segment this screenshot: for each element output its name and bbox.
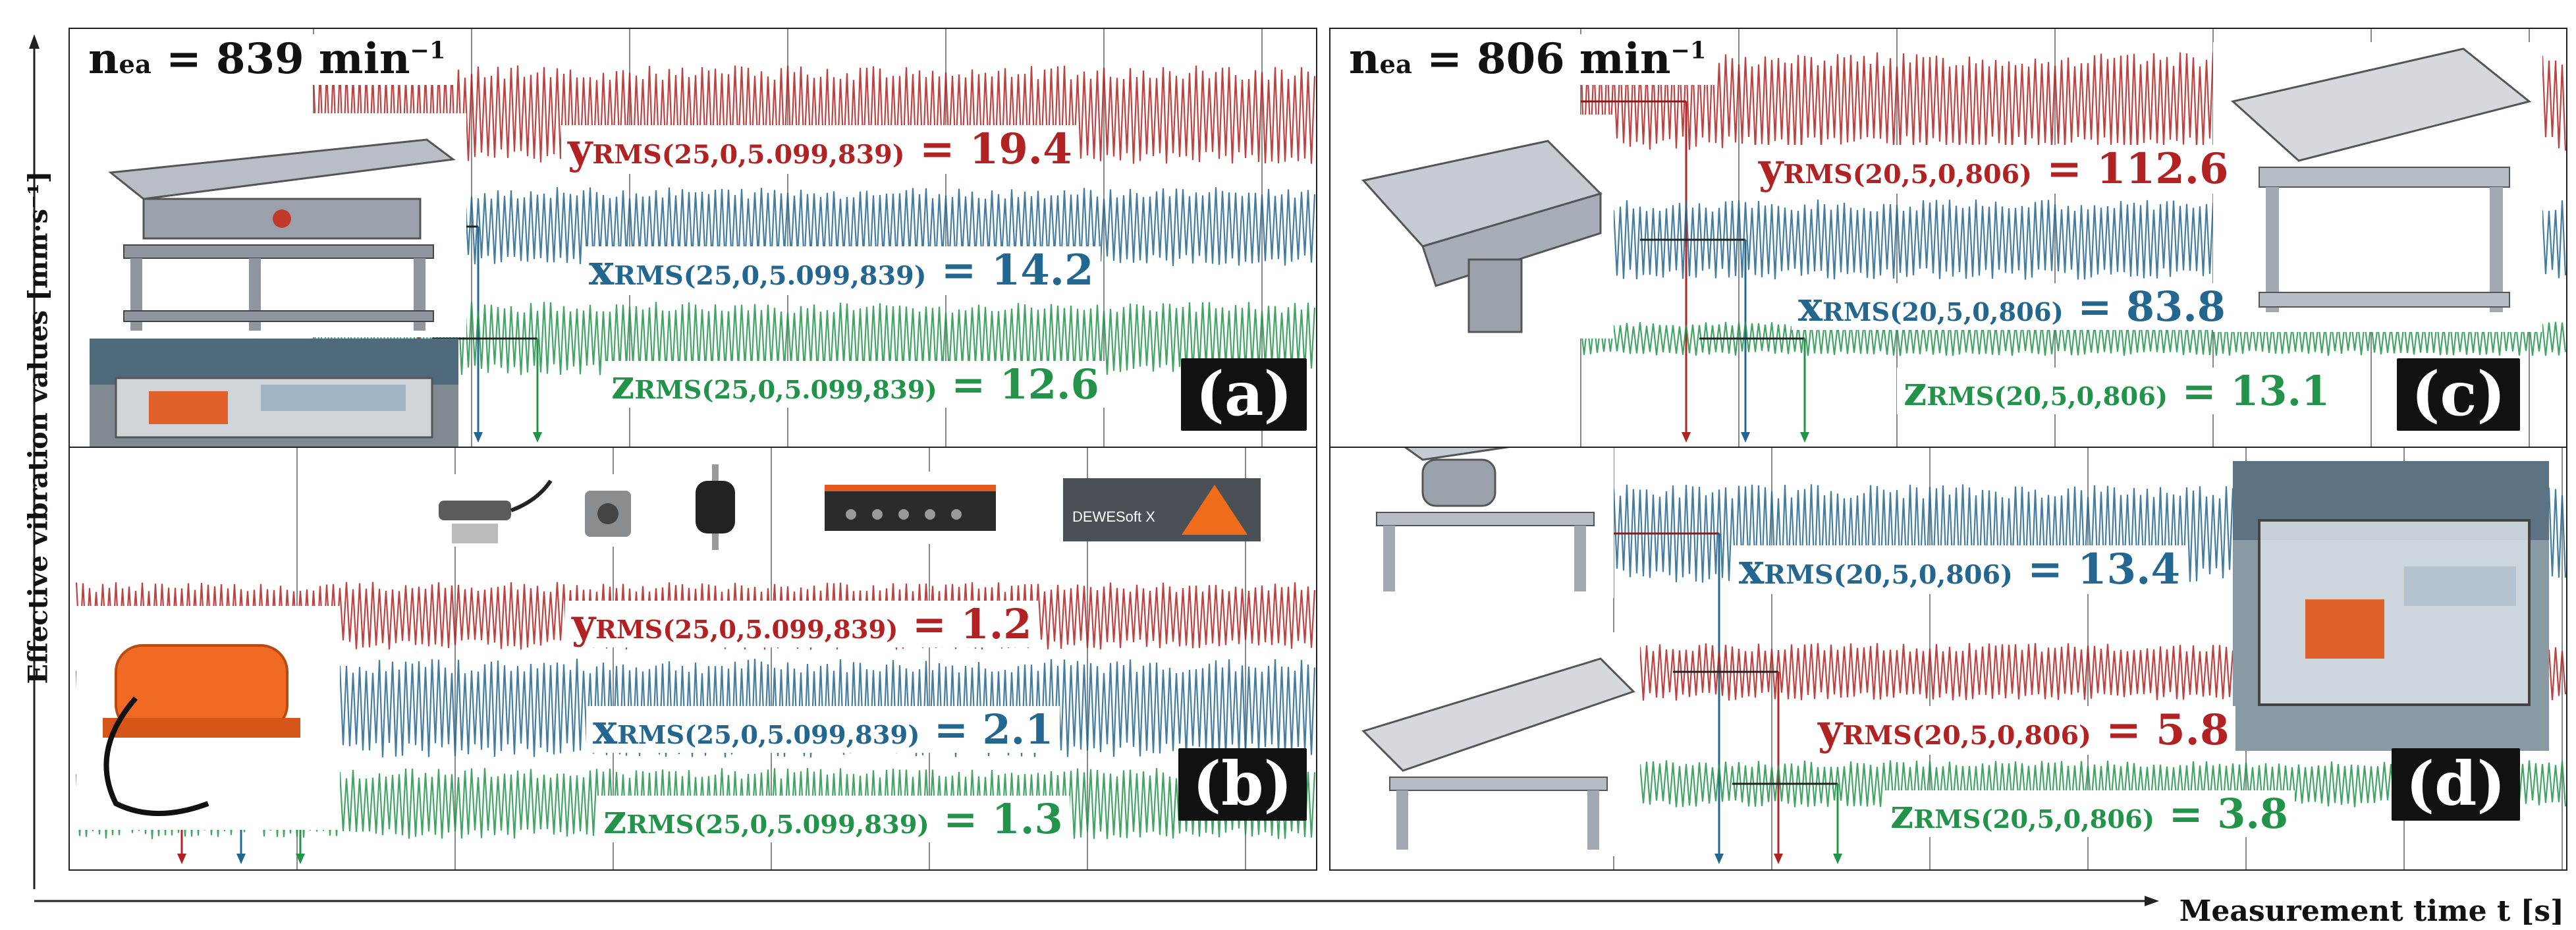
panel-d: xRMS(20,5,0,806) = 13.4 yRMS(20,5,0,806)…	[1329, 447, 2567, 871]
rms-arrow-z	[296, 854, 305, 864]
conveyor-cad-icon	[2213, 42, 2542, 332]
series-line-x	[312, 186, 1316, 267]
panel-c-y-rms-label: yRMS(20,5,0,806) = 112.6	[1752, 145, 2235, 194]
panel-b: DEWESoft X yRMS(25,0,5.099,839) = 1.2 xR…	[69, 447, 1317, 871]
panel-b-y-rms-label: yRMS(25,0,5.099,839) = 1.2	[565, 601, 1039, 647]
panel-d-z-rms-label: zRMS(20,5,0,806) = 3.8	[1884, 790, 2295, 837]
rms-arrow-y	[1774, 854, 1783, 864]
panel-d-tag: (d)	[2391, 748, 2520, 821]
conveyor-frame-cad-icon	[1350, 448, 1614, 598]
vibration-motor-icon	[76, 606, 340, 830]
vibrating-conveyor-cad-icon	[84, 113, 466, 337]
rms-arrow-x	[1714, 854, 1724, 864]
dewesoft-logo-icon: DEWESoft X	[1063, 478, 1261, 541]
panel-a-z-rms-label: zRMS(25,0,5.099,839) = 12.6	[605, 361, 1106, 408]
rms-arrow-x	[1741, 432, 1750, 443]
trough-cad-icon	[1350, 115, 1614, 339]
rubber-damper-icon	[682, 461, 748, 553]
panel-a-speed-label: nea = 839 min−1	[79, 34, 455, 85]
series-line-y	[312, 65, 1316, 165]
panel-b-x-rms-label: xRMS(25,0,5.099,839) = 2.1	[586, 706, 1060, 753]
rms-arrow-x	[236, 854, 246, 864]
rms-arrow-y	[1682, 432, 1691, 443]
panel-c-tag: (c)	[2396, 358, 2520, 431]
rms-arrow-z	[1800, 432, 1809, 443]
panel-c: nea = 806 min−1 yRMS(20,5,0,806) = 112.6…	[1329, 28, 2567, 449]
data-acquisition-unit-icon	[818, 472, 1002, 544]
dewesoft-logo-text: DEWESoft X	[1072, 508, 1155, 525]
panel-c-z-rms-label: zRMS(20,5,0,806) = 13.1	[1897, 368, 2337, 414]
rms-arrow-z	[533, 432, 542, 443]
panel-a-x-rms-label: xRMS(25,0,5.099,839) = 14.2	[582, 246, 1101, 295]
panel-d-y-rms-label: yRMS(20,5,0,806) = 5.8	[1811, 706, 2236, 755]
series-line-z	[312, 302, 1316, 375]
accelerometer-icon	[578, 474, 638, 547]
rms-arrow-x	[474, 432, 483, 443]
panel-c-x-rms-label: xRMS(20,5,0,806) = 83.8	[1792, 283, 2232, 330]
panel-b-tag: (b)	[1178, 748, 1307, 821]
panel-a: nea = 839 min−1 yRMS(25,0,5.099,839) = 1…	[69, 28, 1317, 449]
enclosed-test-rig-photo-icon	[2233, 461, 2549, 751]
y-axis-label: Effective vibration values [mm·s⁻¹]	[22, 171, 54, 684]
rms-arrow-z	[1833, 854, 1842, 864]
panel-a-y-rms-label: yRMS(25,0,5.099,839) = 19.4	[561, 125, 1079, 174]
panel-a-tag: (a)	[1181, 358, 1307, 431]
laser-sensor-icon	[425, 474, 557, 547]
series-line-z	[1579, 321, 2566, 356]
vibrating-conveyor-test-rig-photo-icon	[90, 339, 458, 448]
panel-c-speed-label: nea = 806 min−1	[1340, 34, 1716, 85]
rms-arrow-y	[177, 854, 186, 864]
panel-b-z-rms-label: zRMS(25,0,5.099,839) = 1.3	[597, 796, 1070, 842]
inclined-conveyor-cad-icon	[1350, 632, 1640, 856]
panel-d-x-rms-label: xRMS(20,5,0,806) = 13.4	[1732, 545, 2187, 594]
x-axis-label: Measurement time t [s]	[2179, 894, 2564, 928]
